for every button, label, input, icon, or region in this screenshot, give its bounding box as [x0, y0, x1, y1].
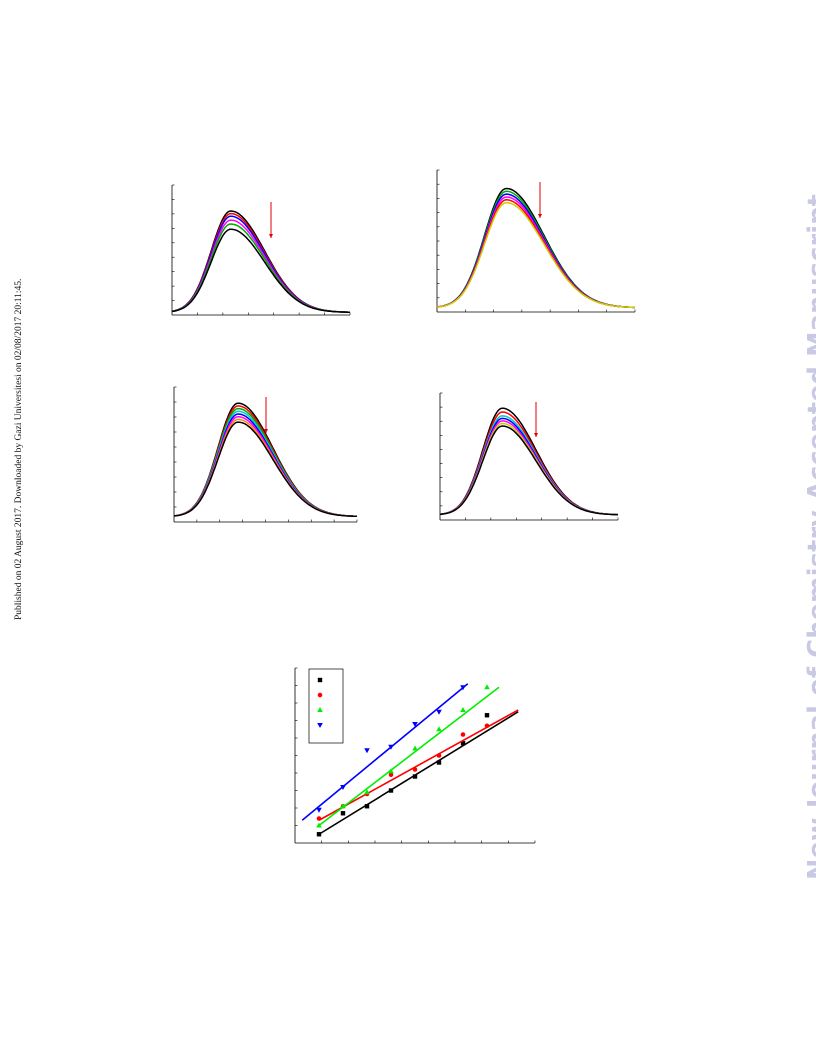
data-point-1 — [412, 767, 418, 772]
data-point-2 — [316, 822, 322, 828]
data-point-0 — [364, 804, 370, 809]
series-line-3 — [436, 196, 635, 309]
legend-marker-1 — [317, 692, 323, 698]
spectrum-chart-bottom-right — [439, 392, 619, 521]
data-point-3 — [316, 807, 322, 813]
data-point-0 — [412, 774, 418, 779]
data-point-3 — [436, 709, 442, 715]
arrow-head — [264, 429, 268, 433]
journal-watermark: New Journal of Chemistry Accepted Manusc… — [803, 193, 816, 880]
data-point-0 — [388, 788, 394, 793]
series-line-0 — [171, 210, 350, 313]
legend-box — [308, 668, 344, 744]
series-line-3 — [439, 417, 618, 516]
data-point-1 — [460, 732, 466, 737]
data-point-2 — [364, 789, 370, 795]
data-point-3 — [340, 785, 346, 790]
series-line-7 — [173, 421, 357, 518]
arrow-head — [269, 234, 273, 238]
spectrum-chart-bottom-left — [173, 386, 358, 523]
data-point-3 — [460, 685, 466, 691]
series-line-5 — [436, 201, 635, 309]
series-line-3 — [171, 219, 350, 313]
series-line-4 — [171, 223, 350, 313]
data-point-2 — [460, 707, 466, 712]
spectrum-chart-top-right — [436, 169, 636, 313]
data-point-2 — [436, 726, 442, 732]
data-point-2 — [412, 745, 418, 751]
spectrum-chart-top-left — [171, 184, 351, 316]
data-point-3 — [364, 748, 370, 754]
data-point-3 — [412, 722, 418, 727]
publication-note: Published on 02 August 2017. Downloaded … — [14, 278, 24, 620]
data-point-2 — [484, 684, 490, 690]
series-line-6 — [439, 425, 619, 516]
fit-line-2 — [318, 686, 500, 827]
data-point-1 — [388, 772, 394, 778]
data-point-2 — [340, 803, 346, 809]
series-line-5 — [171, 228, 350, 313]
legend-marker-0 — [317, 677, 323, 683]
fit-line-3 — [301, 683, 469, 821]
series-line-2 — [439, 415, 618, 516]
series-line-1 — [436, 190, 635, 309]
legend-marker-2 — [317, 707, 323, 712]
data-point-0 — [340, 811, 346, 816]
series-line-2 — [436, 193, 635, 309]
data-point-0 — [484, 713, 490, 718]
data-point-1 — [316, 816, 322, 821]
data-point-0 — [436, 760, 442, 765]
series-line-4 — [439, 420, 618, 516]
series-line-0 — [436, 187, 636, 309]
fit-line-1 — [318, 709, 519, 821]
data-point-3 — [388, 744, 394, 750]
arrow-head — [534, 433, 538, 437]
data-point-2 — [388, 768, 394, 774]
series-line-1 — [171, 212, 350, 313]
data-point-0 — [460, 741, 466, 746]
arrow-head — [538, 214, 542, 218]
data-point-1 — [436, 753, 442, 758]
data-point-0 — [316, 832, 322, 837]
fit-line-0 — [318, 711, 519, 835]
data-point-1 — [484, 723, 490, 729]
legend-marker-3 — [317, 723, 323, 728]
series-line-2 — [171, 215, 350, 313]
series-line-4 — [436, 199, 635, 309]
scatter-fit-chart — [294, 667, 536, 844]
